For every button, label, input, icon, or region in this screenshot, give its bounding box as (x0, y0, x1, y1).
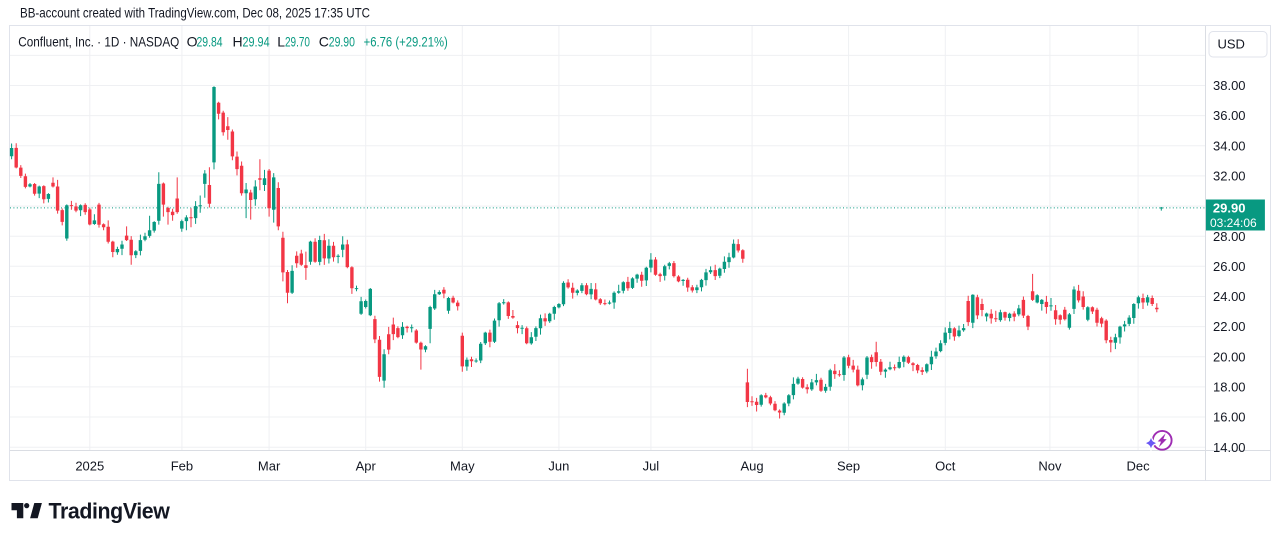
svg-text:36.00: 36.00 (1213, 108, 1246, 123)
svg-text:May: May (450, 459, 475, 474)
svg-text:H: H (233, 34, 243, 50)
svg-text:BB-account created with Tradin: BB-account created with TradingView.com,… (20, 5, 370, 21)
svg-text:32.00: 32.00 (1213, 169, 1246, 184)
svg-text:Jun: Jun (548, 459, 569, 474)
svg-text:Oct: Oct (935, 459, 956, 474)
svg-text:Aug: Aug (741, 459, 764, 474)
svg-text:Mar: Mar (258, 459, 281, 474)
svg-text:16.00: 16.00 (1213, 410, 1246, 425)
svg-text:+6.76 (+29.21%): +6.76 (+29.21%) (364, 34, 448, 50)
svg-text:2025: 2025 (75, 459, 104, 474)
svg-text:Sep: Sep (837, 459, 860, 474)
svg-text:18.00: 18.00 (1213, 380, 1246, 395)
svg-text:Jul: Jul (643, 459, 660, 474)
svg-text:29.90: 29.90 (1213, 201, 1246, 216)
svg-text:Dec: Dec (1127, 459, 1151, 474)
svg-text:28.00: 28.00 (1213, 229, 1246, 244)
svg-text:Feb: Feb (171, 459, 193, 474)
svg-text:26.00: 26.00 (1213, 259, 1246, 274)
svg-text:22.00: 22.00 (1213, 319, 1246, 334)
svg-text:Apr: Apr (356, 459, 377, 474)
svg-text:03:24:06: 03:24:06 (1210, 216, 1257, 230)
svg-text:TradingView: TradingView (49, 499, 171, 524)
svg-text:L: L (277, 34, 285, 50)
svg-text:34.00: 34.00 (1213, 138, 1246, 153)
svg-text:29.94: 29.94 (243, 34, 270, 50)
svg-text:29.90: 29.90 (329, 34, 355, 50)
svg-text:USD: USD (1218, 37, 1245, 52)
svg-text:O: O (187, 34, 198, 50)
svg-text:20.00: 20.00 (1213, 349, 1246, 364)
svg-text:14.00: 14.00 (1213, 440, 1246, 455)
svg-text:C: C (319, 34, 329, 50)
svg-text:24.00: 24.00 (1213, 289, 1246, 304)
svg-text:29.84: 29.84 (197, 34, 223, 50)
svg-text:Confluent, Inc. · 1D · NASDAQ: Confluent, Inc. · 1D · NASDAQ (18, 34, 179, 50)
svg-text:Nov: Nov (1038, 459, 1062, 474)
svg-text:38.00: 38.00 (1213, 78, 1246, 93)
svg-text:29.70: 29.70 (285, 34, 310, 50)
